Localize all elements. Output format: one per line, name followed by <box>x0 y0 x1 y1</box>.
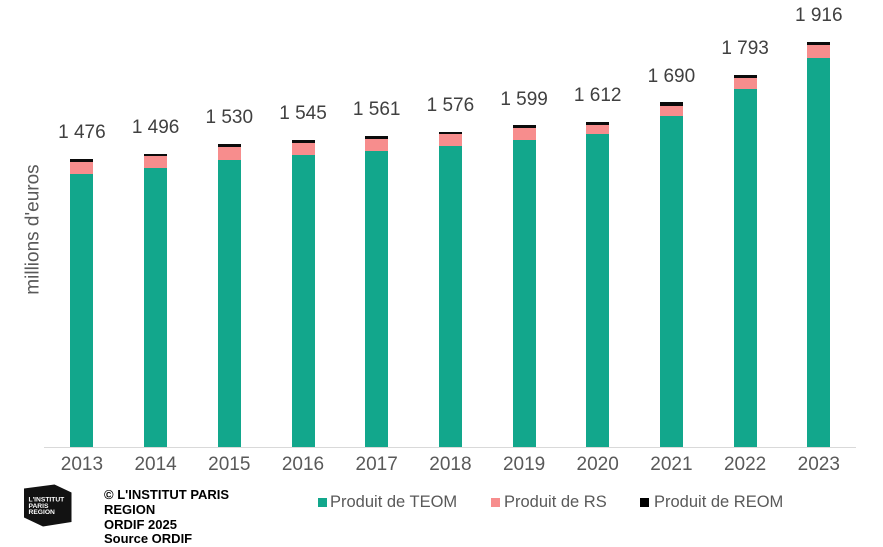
svg-text:L'INSTITUT: L'INSTITUT <box>29 496 66 503</box>
svg-text:REGION: REGION <box>29 508 56 515</box>
svg-text:PARIS: PARIS <box>29 502 49 509</box>
